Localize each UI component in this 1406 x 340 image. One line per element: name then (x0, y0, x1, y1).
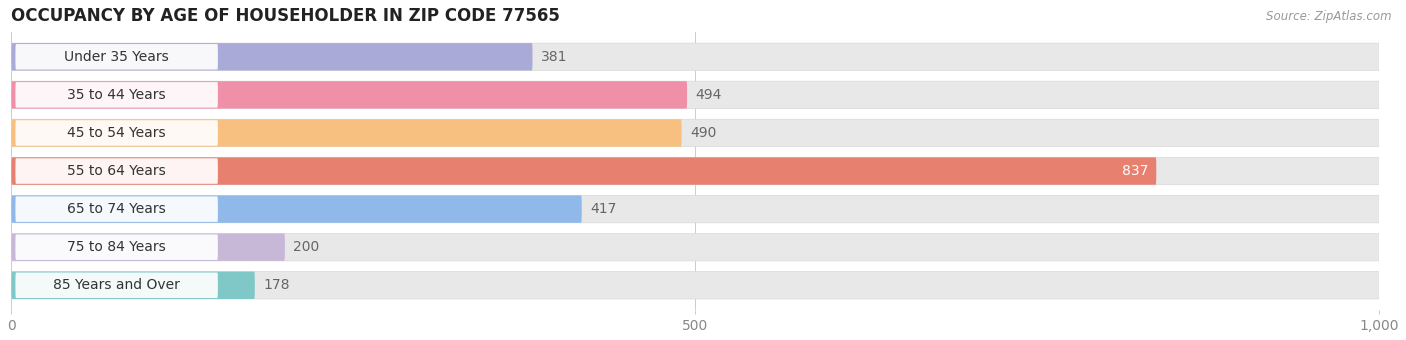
FancyBboxPatch shape (11, 43, 533, 70)
Text: 417: 417 (591, 202, 616, 216)
FancyBboxPatch shape (11, 272, 254, 299)
FancyBboxPatch shape (11, 234, 285, 261)
Text: 35 to 44 Years: 35 to 44 Years (67, 88, 166, 102)
Text: OCCUPANCY BY AGE OF HOUSEHOLDER IN ZIP CODE 77565: OCCUPANCY BY AGE OF HOUSEHOLDER IN ZIP C… (11, 7, 560, 25)
FancyBboxPatch shape (15, 82, 218, 108)
Text: 45 to 54 Years: 45 to 54 Years (67, 126, 166, 140)
Text: Under 35 Years: Under 35 Years (65, 50, 169, 64)
Text: 65 to 74 Years: 65 to 74 Years (67, 202, 166, 216)
FancyBboxPatch shape (11, 234, 1379, 261)
FancyBboxPatch shape (15, 120, 218, 146)
FancyBboxPatch shape (11, 272, 1379, 299)
Text: 200: 200 (292, 240, 319, 254)
FancyBboxPatch shape (11, 157, 1379, 185)
Text: 494: 494 (696, 88, 721, 102)
Text: 837: 837 (1122, 164, 1149, 178)
Text: 381: 381 (541, 50, 567, 64)
FancyBboxPatch shape (15, 44, 218, 70)
Text: 490: 490 (690, 126, 716, 140)
FancyBboxPatch shape (15, 158, 218, 184)
FancyBboxPatch shape (11, 119, 1379, 147)
Text: 178: 178 (263, 278, 290, 292)
FancyBboxPatch shape (11, 119, 682, 147)
FancyBboxPatch shape (11, 81, 688, 108)
FancyBboxPatch shape (11, 43, 1379, 70)
Text: Source: ZipAtlas.com: Source: ZipAtlas.com (1267, 10, 1392, 23)
FancyBboxPatch shape (15, 235, 218, 260)
FancyBboxPatch shape (15, 197, 218, 222)
Text: 75 to 84 Years: 75 to 84 Years (67, 240, 166, 254)
FancyBboxPatch shape (11, 195, 1379, 223)
FancyBboxPatch shape (15, 273, 218, 298)
FancyBboxPatch shape (11, 195, 582, 223)
FancyBboxPatch shape (11, 81, 1379, 108)
Text: 85 Years and Over: 85 Years and Over (53, 278, 180, 292)
Text: 55 to 64 Years: 55 to 64 Years (67, 164, 166, 178)
FancyBboxPatch shape (11, 157, 1156, 185)
